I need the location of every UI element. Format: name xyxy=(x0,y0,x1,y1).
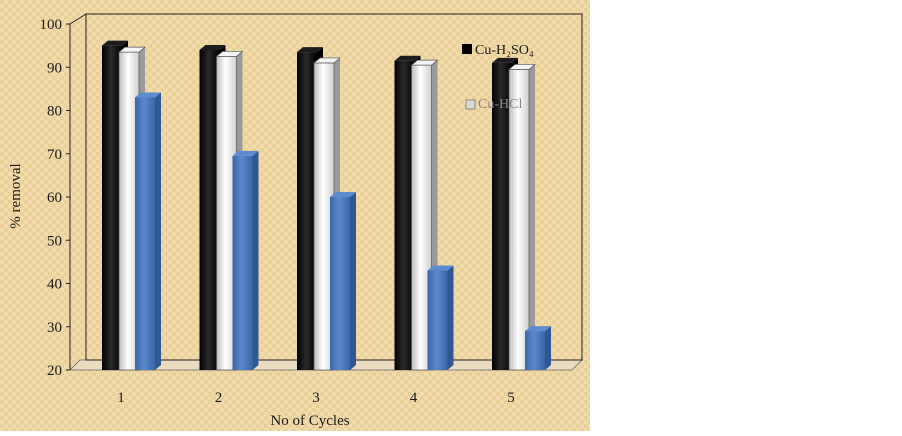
bar-top xyxy=(394,55,421,61)
bar-top xyxy=(118,46,146,53)
y-tick-label: 80 xyxy=(47,104,62,120)
bar-side xyxy=(529,64,535,370)
bar xyxy=(508,64,536,371)
bar xyxy=(330,192,356,370)
y-axis-ticks: 20 30 40 50 60 70 80 90 100 xyxy=(40,17,70,379)
bar-top xyxy=(102,40,128,46)
y-tick-label: 40 xyxy=(47,277,62,293)
bar-top xyxy=(410,59,439,66)
bar xyxy=(232,150,259,370)
bar-front xyxy=(330,197,350,370)
y-tick-label: 70 xyxy=(47,147,62,163)
bar xyxy=(525,326,551,370)
bar-top xyxy=(232,150,259,156)
legend-label-cu-h2so4: Cu-H₂SO₄ xyxy=(475,43,534,58)
y-axis-label: % removal xyxy=(8,163,24,228)
bar-top xyxy=(297,47,323,53)
chart-container: 20 30 40 50 60 70 80 90 100 1 2 3 4 5 % removal No o… xyxy=(0,0,590,431)
bar xyxy=(135,92,161,371)
bar-side xyxy=(447,265,454,370)
chart-background xyxy=(0,0,590,431)
bar-front xyxy=(297,52,317,371)
bar-top xyxy=(427,265,454,271)
y-tick-label: 60 xyxy=(47,190,62,206)
y-tick-label: 20 xyxy=(47,363,62,379)
bar-front xyxy=(508,69,530,371)
bar-top xyxy=(135,92,161,98)
y-tick-label: 30 xyxy=(47,320,62,336)
x-axis-ticks: 1 2 3 4 5 xyxy=(117,390,515,406)
bar-front xyxy=(525,331,545,370)
x-tick-label: 3 xyxy=(312,390,320,406)
legend-label-cu-hcl: Cu-HCl xyxy=(478,97,522,112)
y-tick-label: 100 xyxy=(40,17,63,33)
depth-line-top xyxy=(69,13,87,25)
x-tick-label: 4 xyxy=(410,390,418,406)
bar-front xyxy=(102,45,122,370)
bar-top xyxy=(525,326,551,332)
bars xyxy=(102,40,551,371)
legend-swatch-cu-h2so4 xyxy=(462,44,472,54)
bar-top xyxy=(330,192,356,197)
x-axis-label: No of Cycles xyxy=(270,413,349,429)
bar-front xyxy=(135,97,155,371)
bar-top xyxy=(215,51,244,57)
bar-top xyxy=(492,57,518,63)
x-tick-label: 2 xyxy=(215,390,223,406)
bar-side xyxy=(155,92,161,371)
bar xyxy=(427,265,454,370)
bar-front xyxy=(492,62,512,371)
legend: Cu-H₂SO₄ Cu-HCl xyxy=(462,43,534,112)
y-tick-label: 90 xyxy=(47,60,62,76)
bar-side xyxy=(252,150,259,370)
legend-swatch-cu-hcl xyxy=(465,99,476,110)
bar-top xyxy=(508,64,536,70)
x-tick-label: 5 xyxy=(507,390,515,406)
bar-top xyxy=(199,44,226,50)
bar-front xyxy=(394,60,415,370)
bar-front xyxy=(199,49,220,370)
bar-front xyxy=(427,270,448,370)
bar-side xyxy=(545,326,551,370)
bar-side xyxy=(350,192,356,370)
bar-front xyxy=(232,155,253,370)
y-tick-label: 50 xyxy=(47,233,62,249)
bar-top xyxy=(313,57,341,64)
x-tick-label: 1 xyxy=(117,390,125,406)
bar-chart: 20 30 40 50 60 70 80 90 100 1 2 3 4 5 % removal No o… xyxy=(0,0,590,431)
